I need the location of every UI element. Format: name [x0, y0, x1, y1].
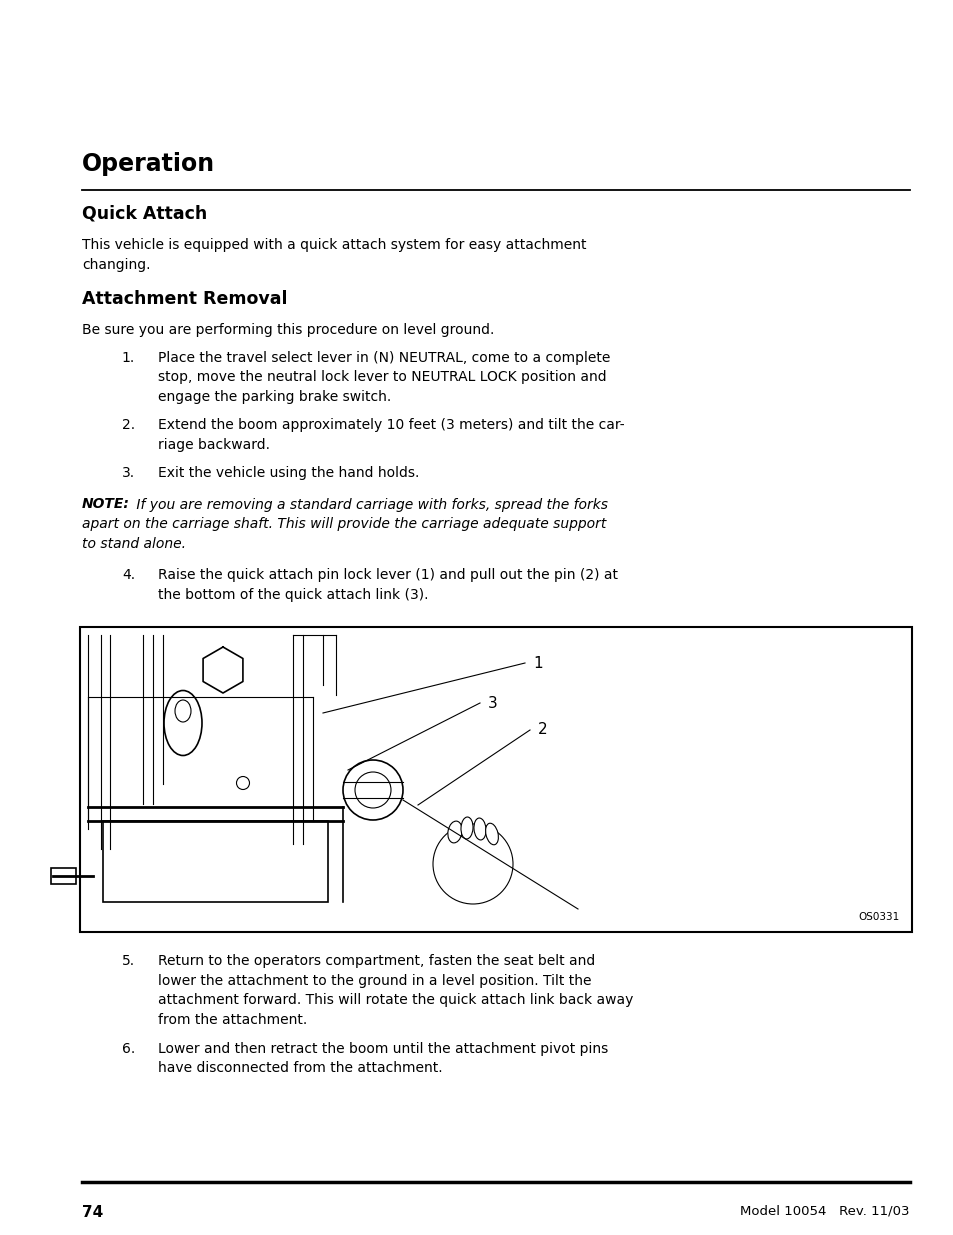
Ellipse shape [474, 818, 485, 840]
Text: apart on the carriage shaft. This will provide the carriage adequate support: apart on the carriage shaft. This will p… [82, 517, 606, 531]
Text: 1: 1 [533, 656, 542, 671]
Ellipse shape [485, 824, 497, 845]
Text: If you are removing a standard carriage with forks, spread the forks: If you are removing a standard carriage … [132, 498, 607, 511]
Ellipse shape [164, 690, 202, 756]
Text: Exit the vehicle using the hand holds.: Exit the vehicle using the hand holds. [158, 466, 419, 480]
Text: from the attachment.: from the attachment. [158, 1013, 307, 1026]
Bar [51, 868, 76, 884]
Text: 3.: 3. [122, 466, 135, 480]
Text: attachment forward. This will rotate the quick attach link back away: attachment forward. This will rotate the… [158, 993, 633, 1007]
Ellipse shape [174, 700, 191, 722]
Bar [103, 821, 328, 902]
Text: lower the attachment to the ground in a level position. Tilt the: lower the attachment to the ground in a … [158, 973, 591, 988]
Text: Model 10054   Rev. 11/03: Model 10054 Rev. 11/03 [740, 1205, 909, 1218]
Ellipse shape [460, 818, 473, 839]
Text: NOTE:: NOTE: [82, 498, 130, 511]
Text: Lower and then retract the boom until the attachment pivot pins: Lower and then retract the boom until th… [158, 1042, 608, 1056]
Text: Raise the quick attach pin lock lever (1) and pull out the pin (2) at: Raise the quick attach pin lock lever (1… [158, 568, 618, 582]
Text: stop, move the neutral lock lever to NEUTRAL LOCK position and: stop, move the neutral lock lever to NEU… [158, 370, 606, 384]
Text: 1.: 1. [122, 351, 135, 364]
Text: 2: 2 [537, 722, 547, 737]
Text: changing.: changing. [82, 258, 151, 272]
Text: 5.: 5. [122, 953, 135, 968]
Bar [80, 627, 911, 932]
Text: have disconnected from the attachment.: have disconnected from the attachment. [158, 1062, 442, 1076]
Text: 4.: 4. [122, 568, 135, 582]
Text: This vehicle is equipped with a quick attach system for easy attachment: This vehicle is equipped with a quick at… [82, 238, 586, 252]
Text: Return to the operators compartment, fasten the seat belt and: Return to the operators compartment, fas… [158, 953, 595, 968]
Text: to stand alone.: to stand alone. [82, 536, 186, 551]
Text: Quick Attach: Quick Attach [82, 204, 207, 222]
Text: the bottom of the quick attach link (3).: the bottom of the quick attach link (3). [158, 588, 428, 601]
Circle shape [236, 777, 250, 789]
Text: Attachment Removal: Attachment Removal [82, 290, 287, 308]
Text: 2.: 2. [122, 417, 135, 432]
Text: 6.: 6. [122, 1042, 135, 1056]
Text: Be sure you are performing this procedure on level ground.: Be sure you are performing this procedur… [82, 324, 494, 337]
Ellipse shape [447, 821, 461, 844]
Circle shape [355, 772, 391, 808]
Circle shape [343, 760, 402, 820]
Text: Place the travel select lever in (N) NEUTRAL, come to a complete: Place the travel select lever in (N) NEU… [158, 351, 610, 364]
Text: engage the parking brake switch.: engage the parking brake switch. [158, 389, 391, 404]
Circle shape [433, 824, 513, 904]
Text: riage backward.: riage backward. [158, 437, 270, 452]
Text: Extend the boom approximately 10 feet (3 meters) and tilt the car-: Extend the boom approximately 10 feet (3… [158, 417, 624, 432]
Text: Operation: Operation [82, 152, 214, 177]
Text: OS0331: OS0331 [858, 911, 899, 923]
Text: 74: 74 [82, 1205, 103, 1220]
Text: 3: 3 [488, 695, 497, 710]
